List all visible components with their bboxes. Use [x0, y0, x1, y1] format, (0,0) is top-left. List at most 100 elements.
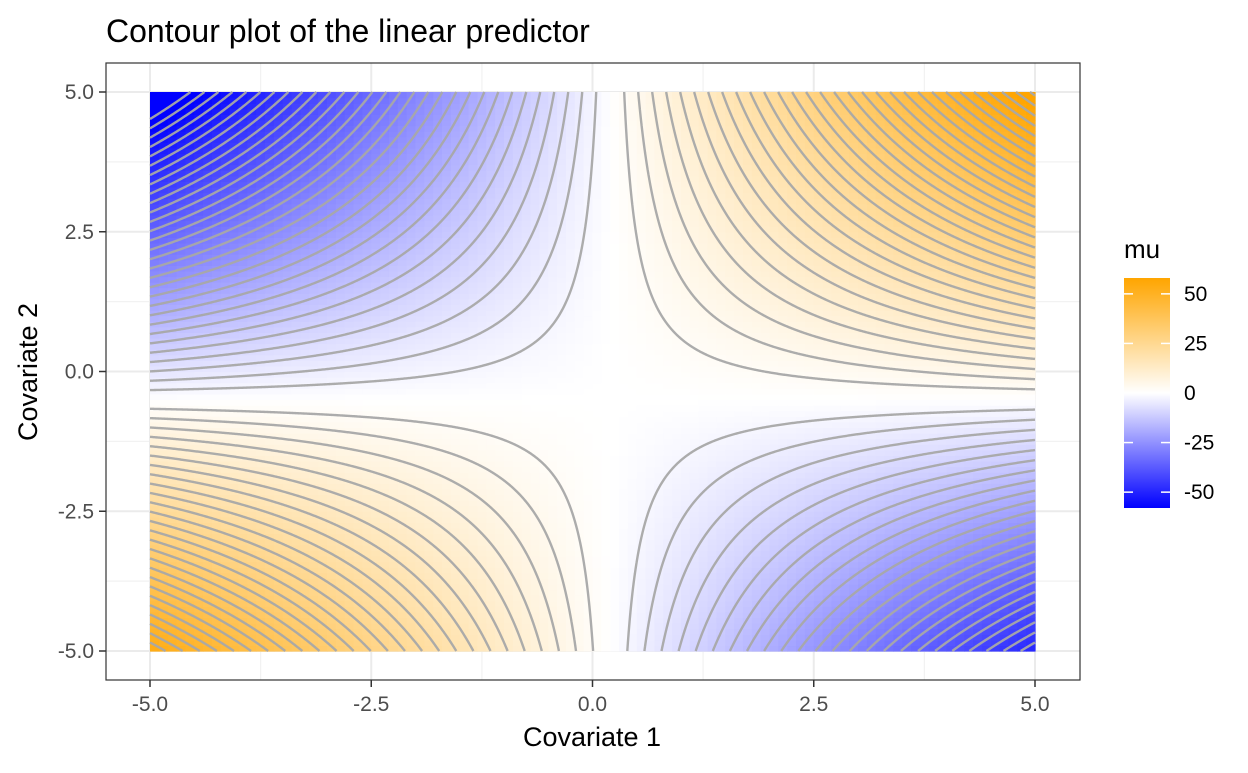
heatmap-cell	[451, 573, 460, 579]
heatmap-cell	[522, 399, 531, 405]
heatmap-cell	[416, 249, 425, 255]
heatmap-cell	[539, 472, 548, 478]
heatmap-cell	[504, 198, 513, 204]
heatmap-cell	[424, 439, 433, 445]
heatmap-cell	[557, 394, 566, 400]
heatmap-cell	[486, 316, 495, 322]
heatmap-cell	[265, 439, 274, 445]
heatmap-cell	[513, 511, 522, 517]
heatmap-cell	[451, 494, 460, 500]
heatmap-cell	[283, 472, 292, 478]
heatmap-cell	[513, 344, 522, 350]
heatmap-cell	[433, 427, 442, 433]
heatmap-cell	[239, 332, 248, 338]
heatmap-cell	[460, 114, 469, 120]
heatmap-cell	[566, 120, 575, 126]
heatmap-cell	[486, 366, 495, 372]
heatmap-cell	[477, 181, 486, 187]
heatmap-cell	[442, 461, 451, 467]
heatmap-cell	[354, 98, 363, 104]
heatmap-cell	[336, 422, 345, 428]
heatmap-cell	[433, 455, 442, 461]
heatmap-cell	[495, 271, 504, 277]
heatmap-cell	[522, 276, 531, 282]
heatmap-cell	[575, 98, 584, 104]
heatmap-cell	[354, 472, 363, 478]
heatmap-cell	[495, 534, 504, 540]
heatmap-cell	[513, 455, 522, 461]
heatmap-cell	[469, 383, 478, 389]
heatmap-cell	[504, 578, 513, 584]
heatmap-cell	[531, 137, 540, 143]
heatmap-cell	[531, 461, 540, 467]
heatmap-cell	[495, 221, 504, 227]
heatmap-cell	[513, 198, 522, 204]
heatmap-cell	[371, 394, 380, 400]
heatmap-cell	[566, 394, 575, 400]
heatmap-cell	[389, 483, 398, 489]
heatmap-cell	[495, 489, 504, 495]
heatmap-cell	[486, 299, 495, 305]
heatmap-cell	[522, 427, 531, 433]
heatmap-cell	[504, 344, 513, 350]
heatmap-cell	[557, 282, 566, 288]
heatmap-cell	[265, 517, 274, 523]
heatmap-cell	[442, 332, 451, 338]
heatmap-cell	[433, 528, 442, 534]
heatmap-cell	[513, 181, 522, 187]
heatmap-cell	[451, 221, 460, 227]
heatmap-cell	[416, 634, 425, 640]
heatmap-cell	[522, 522, 531, 528]
heatmap-cell	[150, 467, 159, 473]
heatmap-cell	[407, 344, 416, 350]
heatmap-cell	[398, 181, 407, 187]
heatmap-cell	[513, 142, 522, 148]
heatmap-cell	[584, 489, 593, 495]
heatmap-cell	[539, 299, 548, 305]
heatmap-cell	[416, 405, 425, 411]
heatmap-cell	[265, 265, 274, 271]
heatmap-cell	[575, 176, 584, 182]
heatmap-cell	[362, 226, 371, 232]
heatmap-cell	[451, 271, 460, 277]
heatmap-cell	[548, 131, 557, 137]
heatmap-cell	[433, 316, 442, 322]
heatmap-cell	[389, 226, 398, 232]
heatmap-cell	[354, 372, 363, 378]
heatmap-cell	[531, 260, 540, 266]
heatmap-cell	[354, 355, 363, 361]
heatmap-cell	[513, 271, 522, 277]
heatmap-cell	[557, 511, 566, 517]
heatmap-cell	[327, 606, 336, 612]
heatmap-cell	[495, 405, 504, 411]
heatmap-cell	[566, 226, 575, 232]
heatmap-cell	[486, 550, 495, 556]
heatmap-cell	[566, 332, 575, 338]
heatmap-cell	[354, 394, 363, 400]
heatmap-cell	[513, 394, 522, 400]
heatmap-cell	[477, 388, 486, 394]
heatmap-cell	[495, 612, 504, 618]
heatmap-cell	[442, 433, 451, 439]
heatmap-cell	[407, 383, 416, 389]
heatmap-cell	[486, 590, 495, 596]
heatmap-cell	[230, 494, 239, 500]
heatmap-cell	[575, 506, 584, 512]
heatmap-cell	[451, 489, 460, 495]
heatmap-cell	[513, 316, 522, 322]
heatmap-cell	[584, 338, 593, 344]
heatmap-cell	[584, 237, 593, 243]
heatmap-cell	[548, 383, 557, 389]
heatmap-cell	[460, 232, 469, 238]
heatmap-cell	[575, 388, 584, 394]
heatmap-cell	[442, 511, 451, 517]
heatmap-cell	[539, 556, 548, 562]
heatmap-cell	[336, 595, 345, 601]
heatmap-cell	[265, 567, 274, 573]
heatmap-cell	[256, 377, 265, 383]
heatmap-cell	[522, 411, 531, 417]
heatmap-cell	[389, 209, 398, 215]
heatmap-cell	[389, 388, 398, 394]
heatmap-cell	[256, 562, 265, 568]
